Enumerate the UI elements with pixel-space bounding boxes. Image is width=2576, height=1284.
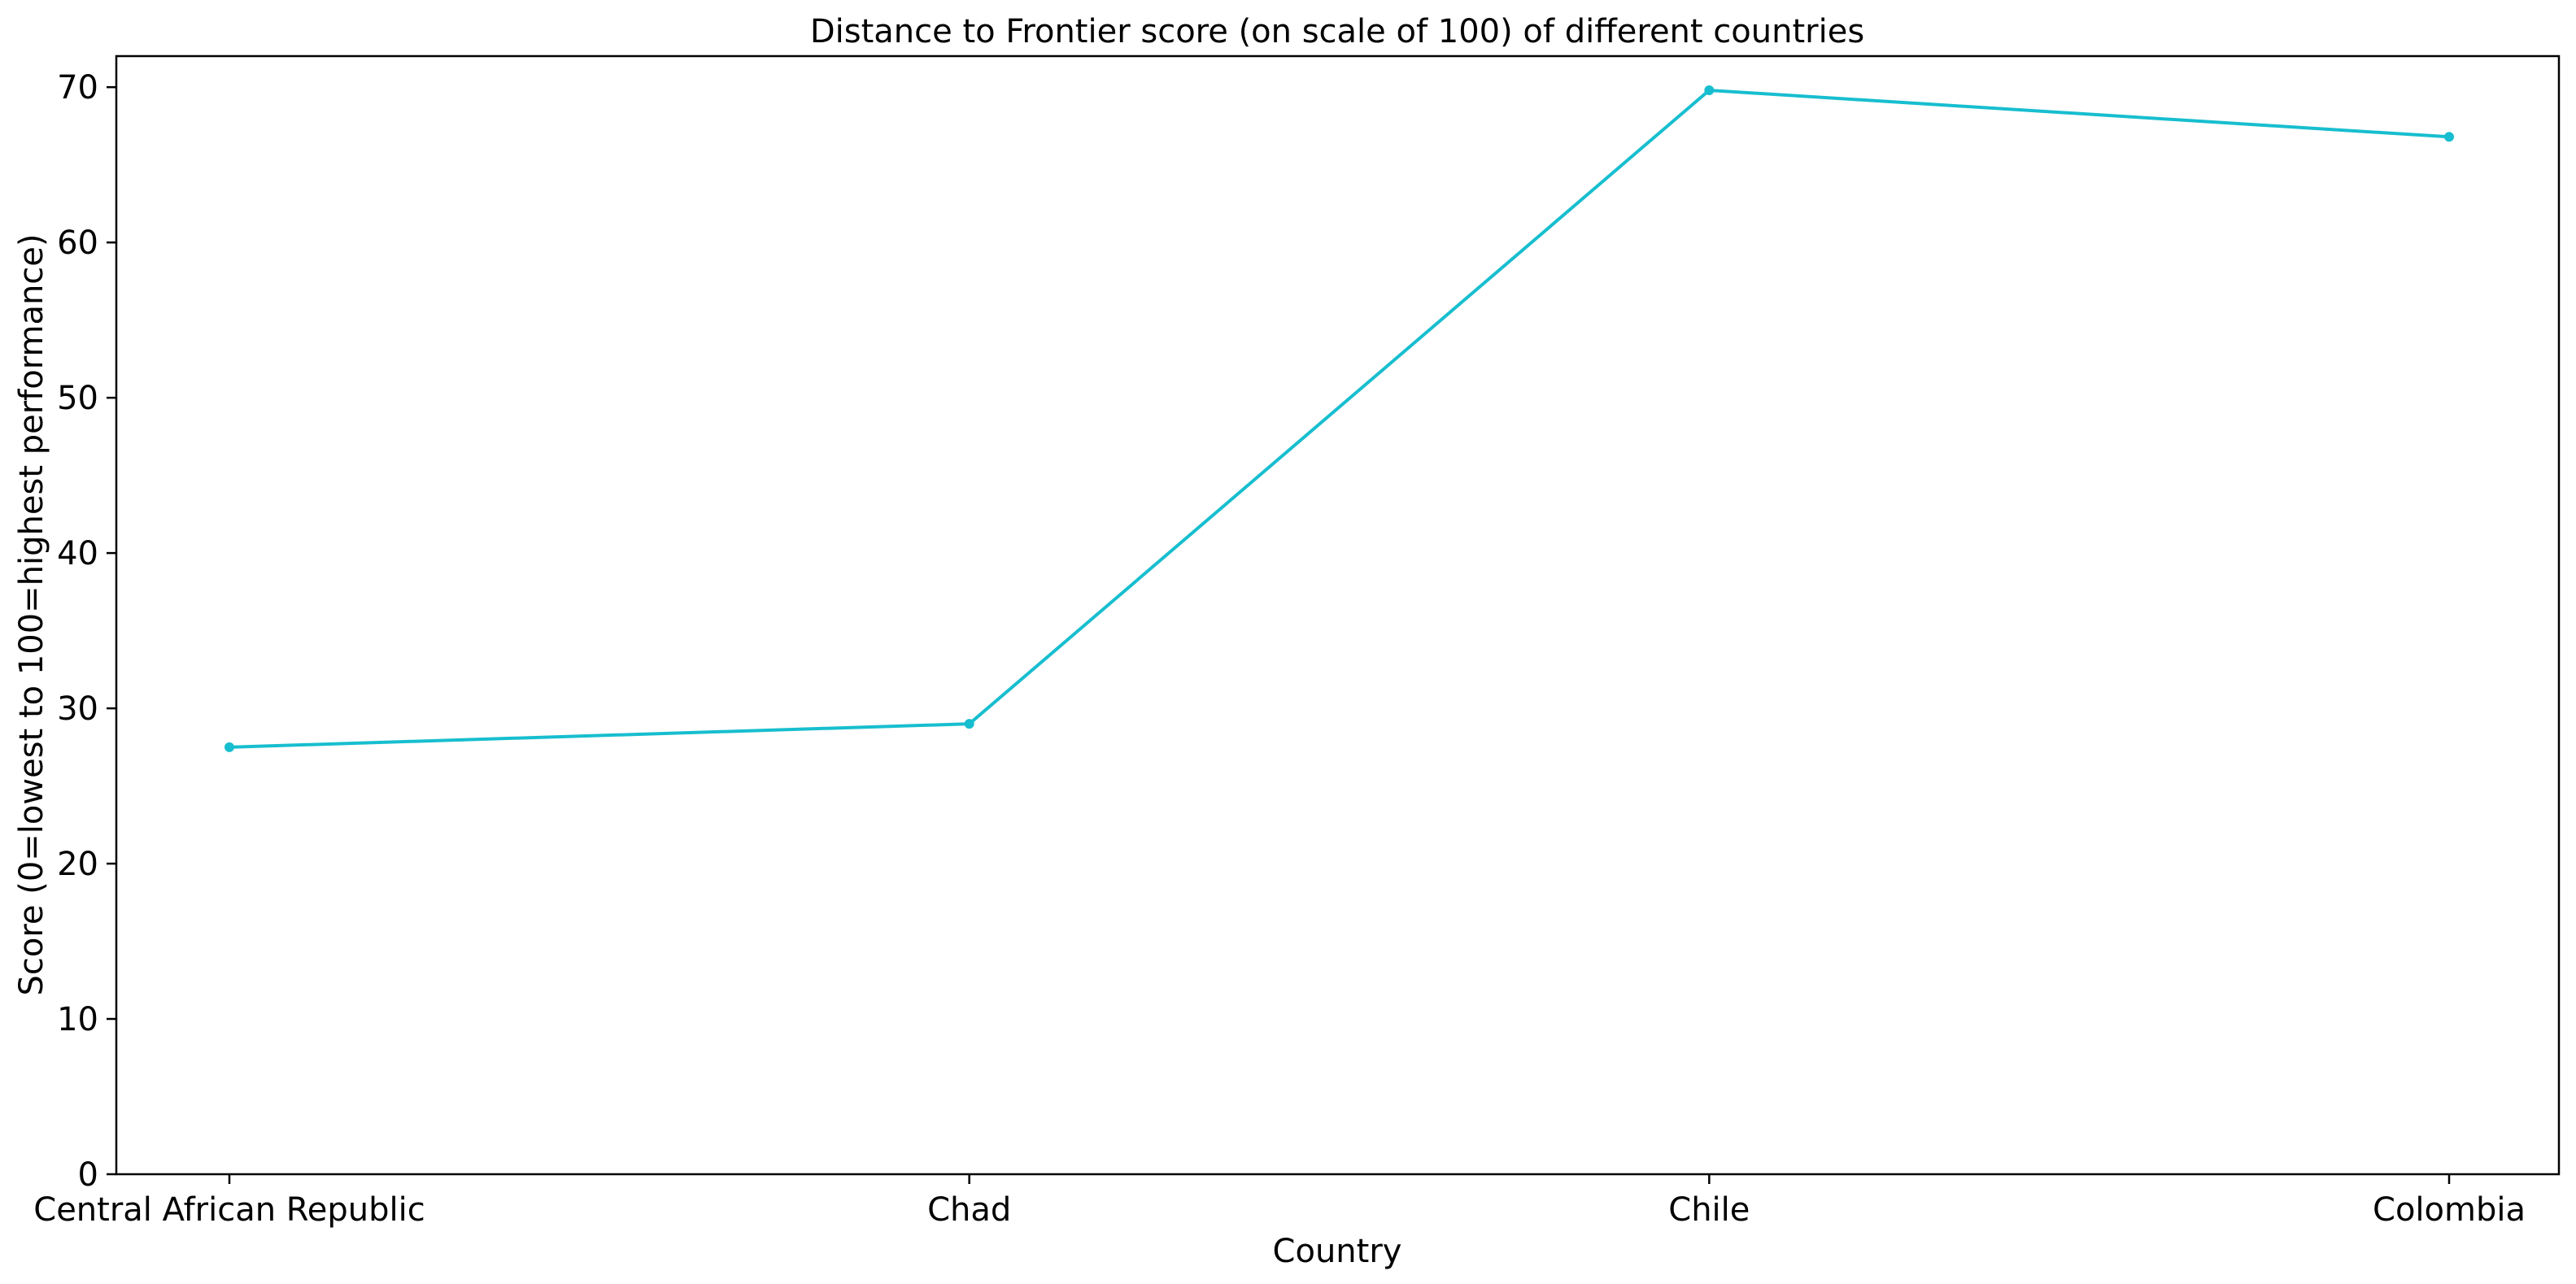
x-tick-label: Central African Republic xyxy=(33,1191,425,1229)
y-tick-label: 40 xyxy=(57,535,98,572)
y-axis-label: Score (0=lowest to 100=highest performan… xyxy=(13,233,50,995)
data-point xyxy=(1704,85,1715,96)
y-tick-label: 10 xyxy=(57,1001,98,1038)
x-tick-label: Chile xyxy=(1668,1191,1750,1229)
data-point xyxy=(964,719,974,729)
x-axis: Central African Republic Chad Chile Colombi… xyxy=(33,1174,2526,1229)
chart-title: Distance to Frontier score (on scale of … xyxy=(810,13,1864,50)
plot-area xyxy=(115,54,2561,1176)
data-point xyxy=(224,742,234,752)
data-point xyxy=(2444,132,2454,142)
x-axis-label: Country xyxy=(1273,1233,1402,1270)
series-line-group xyxy=(229,88,2450,749)
y-tick-label: 50 xyxy=(57,380,98,417)
x-tick-label: Chad xyxy=(927,1191,1011,1229)
y-tick-label: 0 xyxy=(78,1156,98,1194)
series-line xyxy=(229,88,2450,749)
y-tick-label: 20 xyxy=(57,846,98,883)
data-points xyxy=(224,85,2454,752)
y-axis: 0 10 20 30 40 50 60 70 xyxy=(57,69,116,1194)
x-tick-label: Colombia xyxy=(2373,1191,2526,1229)
y-tick-label: 60 xyxy=(57,224,98,262)
y-tick-label: 30 xyxy=(57,690,98,728)
y-tick-label: 70 xyxy=(57,69,98,107)
